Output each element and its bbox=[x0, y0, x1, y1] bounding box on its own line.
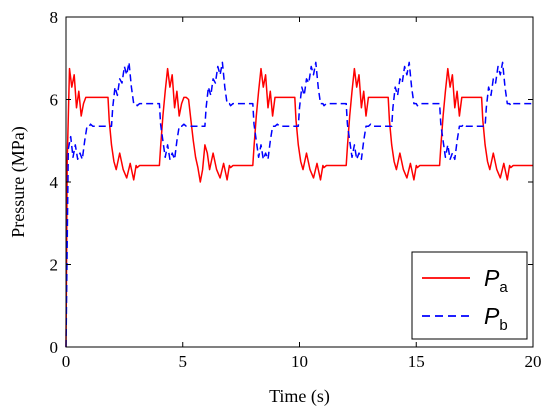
y-tick-label: 4 bbox=[50, 173, 59, 192]
x-tick-label: 20 bbox=[525, 352, 542, 371]
y-tick-label: 8 bbox=[50, 8, 59, 27]
series-line-pa bbox=[65, 67, 533, 348]
x-axis-label: Time (s) bbox=[269, 386, 330, 407]
x-tick-label: 10 bbox=[291, 352, 308, 371]
y-tick-label: 6 bbox=[50, 91, 59, 110]
ticks-layer: 0 5 10 15 20 0 2 4 6 8 bbox=[50, 8, 542, 371]
x-tick-label: 0 bbox=[62, 352, 71, 371]
legend-box bbox=[411, 251, 528, 340]
series-layer bbox=[65, 61, 533, 348]
legend-label-pb-sub: b bbox=[499, 317, 507, 334]
legend-label-pa: Pa bbox=[484, 265, 508, 296]
y-tick-label: 0 bbox=[50, 338, 59, 357]
x-tick-label: 15 bbox=[408, 352, 425, 371]
series-line-pb bbox=[65, 61, 533, 348]
y-tick-label: 2 bbox=[50, 256, 59, 275]
legend: Pa Pb bbox=[411, 251, 528, 340]
x-tick-label: 5 bbox=[179, 352, 188, 371]
legend-label-pa-main: P bbox=[484, 265, 500, 291]
legend-label-pb-main: P bbox=[484, 303, 500, 329]
y-axis-label: Pressure (MPa) bbox=[8, 126, 29, 237]
legend-label-pa-sub: a bbox=[499, 279, 508, 296]
legend-label-pb: Pb bbox=[484, 303, 508, 334]
